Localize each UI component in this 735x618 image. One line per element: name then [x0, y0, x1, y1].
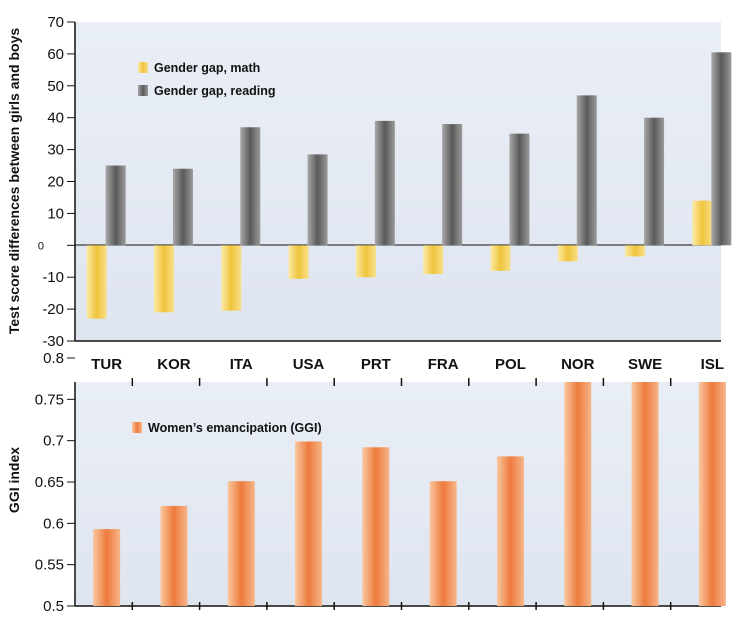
bottom-y-tick-label: 0.8: [43, 350, 64, 367]
bar-math-kor: [153, 245, 174, 313]
category-label-pol: POL: [495, 356, 526, 373]
bar-reading-prt: [374, 120, 395, 246]
legend-swatch-math: [138, 62, 148, 73]
top-y-tick-label: 70: [47, 14, 64, 31]
category-label-ita: ITA: [230, 356, 253, 373]
category-label-prt: PRT: [361, 356, 391, 373]
bottom-y-tick-label: 0.75: [35, 391, 64, 408]
legend-swatch-reading: [138, 85, 148, 96]
top-y-tick-labels: 70 60 50 40 30 20 10 0 -10 -20 -30: [38, 14, 75, 350]
top-y-tick-label: -20: [42, 301, 64, 318]
bar-math-swe: [625, 245, 646, 257]
top-y-axis-title: Test score differences between girls and…: [6, 28, 22, 334]
bar-reading-swe: [644, 117, 665, 246]
bar-ggi-ita: [227, 481, 255, 606]
category-label-isl: ISL: [701, 356, 724, 373]
bar-reading-nor: [576, 95, 597, 246]
top-bars: [86, 52, 732, 319]
bottom-y-tick-labels: 0.8 0.75 0.7 0.65 0.6 0.55 0.5: [35, 350, 75, 615]
top-y-tick-label: 10: [47, 205, 64, 222]
bottom-y-axis-title: GGI index: [6, 447, 22, 513]
bar-math-pol: [490, 245, 511, 271]
top-y-tick-label: 0: [38, 240, 44, 252]
bottom-y-tick-label: 0.65: [35, 474, 64, 491]
top-category-labels: TUR KOR ITA USA PRT FRA POL NOR SWE ISL: [91, 356, 724, 373]
top-y-tick-label: 50: [47, 78, 64, 95]
bar-ggi-fra: [429, 481, 457, 606]
category-label-tur: TUR: [91, 356, 122, 373]
bar-math-prt: [355, 245, 376, 278]
bottom-y-tick-label: 0.6: [43, 515, 64, 532]
bar-ggi-isl: [698, 382, 726, 606]
bar-math-fra: [423, 245, 444, 275]
bottom-y-tick-label: 0.7: [43, 433, 64, 450]
bar-reading-fra: [442, 124, 463, 246]
top-y-tick-label: -10: [42, 269, 64, 286]
top-y-tick-label: 20: [47, 174, 64, 191]
bar-ggi-prt: [362, 447, 390, 606]
bar-reading-usa: [307, 154, 328, 246]
bottom-x-tick-marks: [131, 378, 672, 610]
top-y-tick-label: 60: [47, 46, 64, 63]
bar-ggi-usa: [295, 441, 323, 606]
bar-reading-tur: [105, 165, 126, 246]
bottom-y-tick-label: 0.55: [35, 557, 64, 574]
category-label-nor: NOR: [561, 356, 595, 373]
legend-swatch-ggi: [132, 422, 142, 433]
bar-reading-kor: [172, 168, 193, 246]
bar-reading-isl: [711, 52, 732, 246]
bar-ggi-swe: [631, 382, 659, 606]
bar-ggi-pol: [496, 456, 524, 606]
bar-math-isl: [692, 200, 713, 246]
category-label-fra: FRA: [428, 356, 459, 373]
category-label-kor: KOR: [157, 356, 191, 373]
top-y-tick-label: 30: [47, 142, 64, 159]
bar-math-usa: [288, 245, 309, 279]
bar-ggi-nor: [564, 382, 592, 606]
legend-label-ggi: Women’s emancipation (GGI): [148, 421, 322, 435]
top-legend: Gender gap, math Gender gap, reading: [138, 61, 276, 98]
bottom-bars: [93, 382, 726, 606]
bar-ggi-kor: [160, 505, 188, 606]
bar-reading-ita: [240, 127, 261, 246]
category-label-usa: USA: [293, 356, 325, 373]
bottom-legend: Women’s emancipation (GGI): [132, 421, 322, 435]
top-y-tick-label: -30: [42, 333, 64, 350]
category-label-swe: SWE: [628, 356, 662, 373]
bar-math-nor: [557, 245, 578, 262]
bar-math-tur: [86, 245, 107, 319]
legend-label-math: Gender gap, math: [154, 61, 260, 75]
bottom-y-tick-label: 0.5: [43, 598, 64, 613]
bar-math-ita: [221, 245, 242, 311]
bar-ggi-tur: [93, 529, 121, 606]
top-y-tick-label: 40: [47, 110, 64, 127]
bar-reading-pol: [509, 133, 530, 246]
legend-label-reading: Gender gap, reading: [154, 84, 276, 98]
